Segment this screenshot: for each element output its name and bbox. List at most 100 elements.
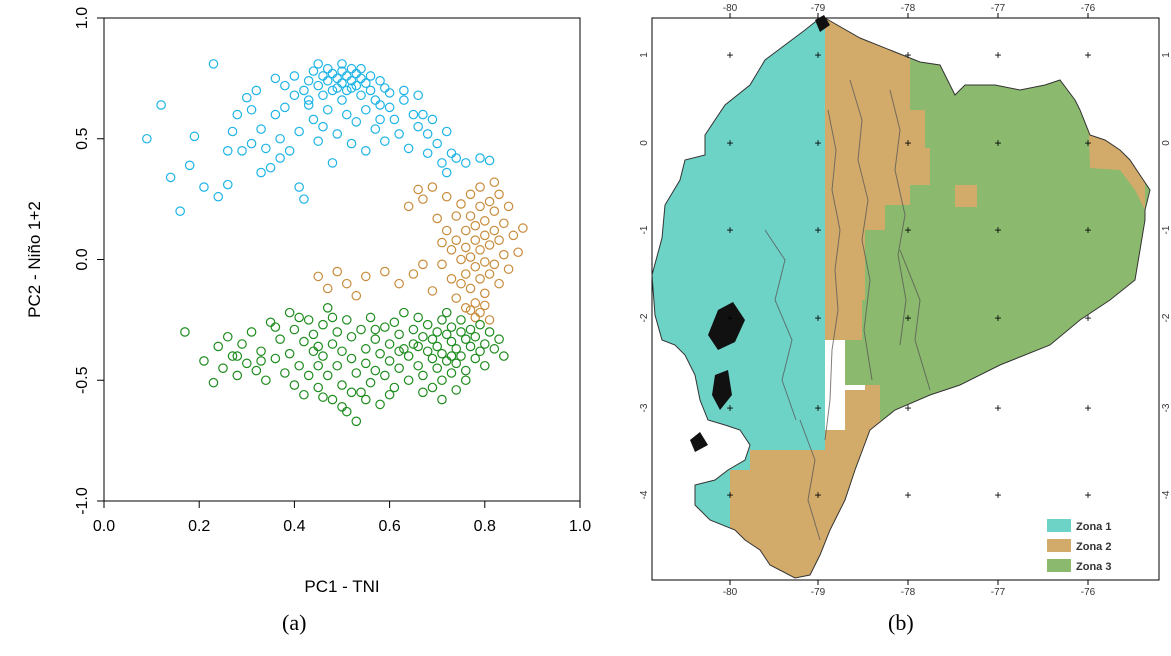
bottom-tick-label: -79 — [811, 587, 826, 598]
scatter-point — [384, 88, 395, 98]
scatter-point — [422, 148, 433, 159]
scatter-point — [451, 358, 462, 369]
scatter-point — [308, 66, 319, 76]
scatter-point — [199, 356, 209, 366]
scatter-point — [351, 117, 362, 127]
scatter-point — [460, 158, 471, 168]
scatter-point — [380, 322, 390, 332]
scatter-point — [303, 75, 314, 86]
scatter-point — [332, 327, 343, 337]
scatter-point — [399, 85, 409, 96]
scatter-point — [518, 223, 528, 233]
scatter-point — [384, 339, 395, 349]
scatter-point — [479, 339, 490, 349]
scatter-point — [346, 75, 357, 86]
scatter-point — [351, 416, 362, 427]
scatter-point — [356, 63, 366, 74]
scatter-point — [441, 329, 452, 340]
scatter-point — [199, 182, 209, 192]
bottom-tick-label: -76 — [1081, 587, 1096, 598]
graticule-cross: + — [814, 488, 821, 502]
scatter-point — [418, 370, 428, 381]
scatter-point — [284, 146, 295, 156]
scatter-point — [484, 155, 495, 166]
scatter-point — [446, 148, 457, 159]
scatter-point — [327, 158, 338, 168]
scatter-point — [394, 129, 404, 139]
scatter-point — [399, 95, 409, 105]
scatter-point — [261, 143, 271, 154]
scatter-point — [460, 269, 471, 279]
scatter-point — [475, 346, 485, 357]
legend-swatch — [1047, 559, 1071, 572]
graticule-cross: + — [814, 48, 821, 62]
scatter-point — [408, 339, 419, 349]
scatter-point — [465, 252, 476, 262]
scatter-point — [479, 216, 490, 226]
scatter-point — [441, 126, 452, 137]
scatter-point — [270, 322, 281, 332]
scatter-point — [403, 143, 414, 154]
scatter-point — [356, 73, 366, 84]
scatter-point — [437, 315, 447, 325]
caption-b: (b) — [888, 610, 914, 635]
graticule-cross: + — [726, 223, 733, 237]
scatter-point — [180, 327, 190, 337]
scatter-point — [394, 363, 404, 373]
scatter-point — [460, 242, 471, 253]
scatter-point — [465, 324, 476, 335]
map-panel: + + + + + + + + + + + + + + + + + + + + + + + + + + + + + + -80 -79 -78 -… — [600, 0, 1171, 651]
scatter-point — [337, 95, 347, 105]
y-tick-label: 1.0 — [74, 7, 91, 29]
graticule-cross: + — [994, 223, 1001, 237]
bottom-tick-label: -77 — [991, 587, 1006, 598]
x-tick-label: 1.0 — [569, 518, 591, 535]
scatter-point — [365, 377, 376, 388]
scatter-point — [470, 261, 481, 272]
scatter-point — [327, 312, 338, 323]
scatter-point — [494, 189, 504, 200]
scatter-point — [432, 213, 442, 224]
right-tick-label: -3 — [1161, 403, 1171, 412]
scatter-point — [142, 133, 152, 144]
scatter-point — [265, 162, 276, 173]
scatter-point — [479, 288, 490, 299]
scatter-point — [370, 124, 381, 134]
scatter-point — [322, 75, 333, 86]
graticule-cross: + — [726, 401, 733, 415]
scatter-point — [437, 375, 447, 386]
scatter-point — [432, 341, 442, 352]
scatter-point — [413, 341, 423, 352]
scatter-point — [299, 336, 309, 347]
scatter-point — [265, 317, 276, 328]
scatter-point — [375, 75, 385, 86]
scatter-point — [299, 85, 309, 96]
legend-swatch — [1047, 539, 1071, 552]
scatter-plot: 0.0 0.2 0.4 0.6 0.8 1.0 -1.0 -0.5 0.0 0.5 1.0 PC1 -… — [25, 7, 591, 596]
scatter-point — [451, 344, 462, 354]
scatter-point — [356, 90, 366, 101]
top-tick-label: -77 — [991, 3, 1006, 14]
scatter-point — [208, 59, 219, 69]
scatter-point — [303, 95, 314, 105]
scatter-point — [380, 136, 390, 146]
scatter-point — [470, 331, 481, 342]
scatter-point — [437, 158, 447, 168]
scatter-point — [451, 235, 462, 245]
scatter-point — [303, 370, 314, 381]
scatter-point — [237, 339, 247, 349]
scatter-point — [275, 334, 285, 344]
right-tick-label: 1 — [1161, 52, 1171, 58]
scatter-point — [337, 380, 347, 390]
scatter-point — [422, 319, 433, 330]
scatter-point — [432, 363, 442, 373]
scatter-point — [479, 230, 490, 241]
graticule-cross: + — [1084, 401, 1091, 415]
left-tick-label: -1 — [639, 225, 650, 234]
scatter-point — [308, 346, 319, 357]
scatter-point — [446, 322, 457, 332]
scatter-point — [256, 124, 266, 134]
scatter-point — [446, 351, 457, 361]
scatter-point — [232, 351, 243, 361]
scatter-point — [384, 356, 395, 366]
